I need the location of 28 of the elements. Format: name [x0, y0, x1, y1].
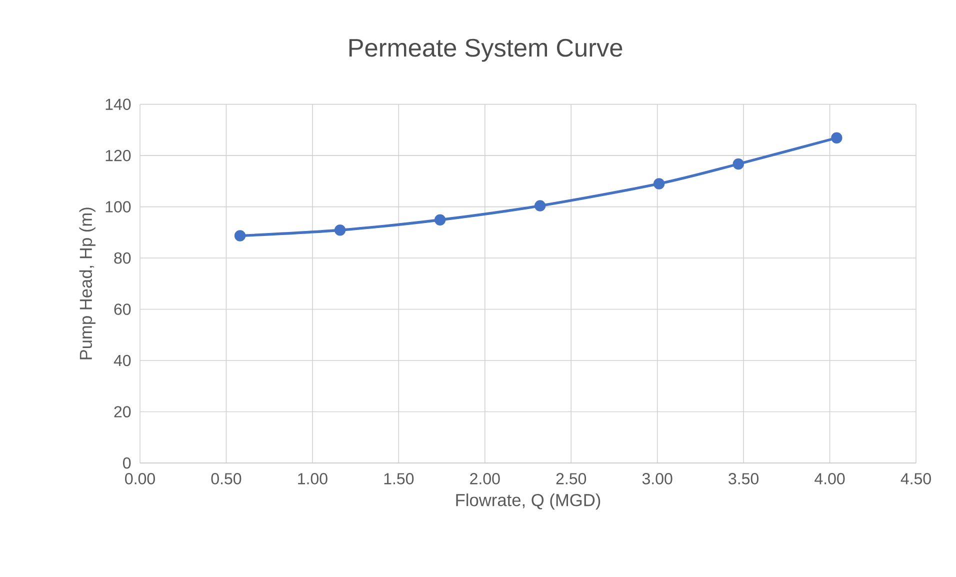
- x-tick-label: 2.50: [556, 473, 586, 484]
- point: [434, 214, 446, 226]
- point: [831, 132, 842, 144]
- y-tick-label: 120: [106, 150, 131, 162]
- y-tick-label: 20: [114, 406, 131, 418]
- y-tick-label: 140: [106, 98, 131, 110]
- point: [732, 158, 744, 170]
- x-tick-label: 4.00: [814, 473, 845, 484]
- y-tick-label: 60: [114, 304, 131, 315]
- x-tick-label: 1.50: [384, 473, 414, 484]
- y-tick-label: 0: [123, 457, 131, 469]
- x-tick-label: 4.50: [900, 473, 931, 484]
- x-tick-label: 1.00: [298, 473, 328, 484]
- x-tick-label: 2.00: [470, 473, 500, 484]
- x-tick-label: 3.00: [642, 473, 672, 484]
- point: [234, 230, 246, 242]
- x-tick-label: 0.50: [211, 473, 242, 484]
- chart-title: Permeate System Curve: [349, 38, 622, 62]
- y-tick-label: 40: [114, 354, 131, 366]
- x-axis-title: Flowrate, Q (MGD): [456, 494, 600, 510]
- y-axis-title: Pump Head, Hp (m): [79, 208, 96, 360]
- point: [334, 224, 346, 236]
- point: [534, 200, 546, 212]
- x-tick-label: 0.00: [125, 473, 155, 484]
- y-tick-label: 80: [114, 252, 131, 264]
- x-tick-label: 3.50: [728, 473, 759, 484]
- y-tick-label: 100: [106, 201, 131, 212]
- point: [653, 178, 665, 190]
